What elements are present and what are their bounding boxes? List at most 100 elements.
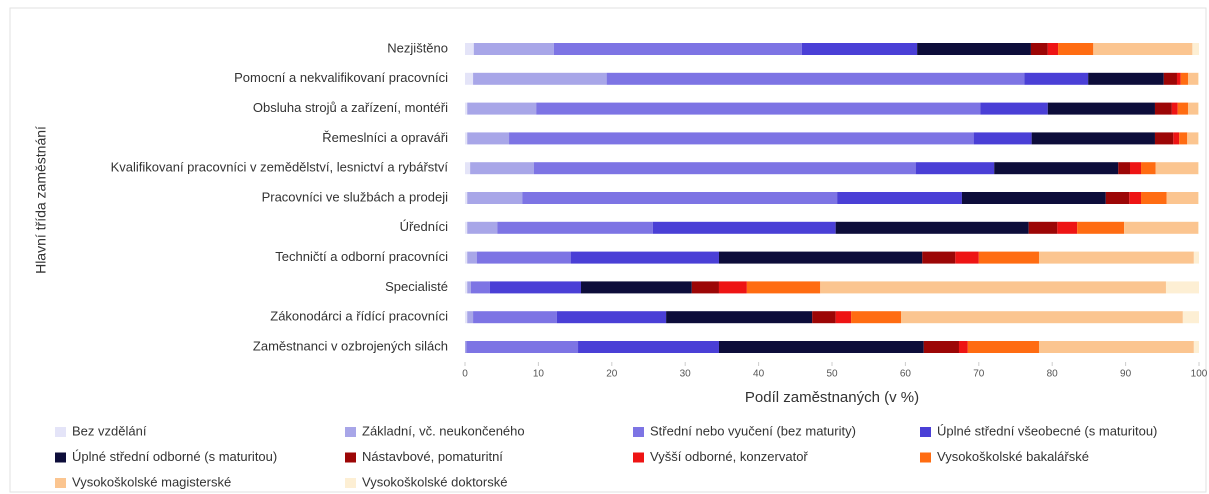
bar-segment bbox=[467, 251, 477, 264]
bar-segment bbox=[465, 192, 468, 204]
legend-swatch bbox=[633, 452, 644, 463]
bar-segment bbox=[465, 281, 468, 294]
bar-segment bbox=[718, 251, 923, 264]
bar-segment bbox=[1141, 162, 1156, 175]
bar-segment bbox=[470, 162, 534, 175]
bar-segment bbox=[522, 192, 838, 204]
legend-label: Úplné střední odborné (s maturitou) bbox=[72, 449, 277, 464]
bar-segment bbox=[465, 251, 468, 264]
legend-label: Vysokoškolské magisterské bbox=[72, 474, 231, 489]
bar-segment bbox=[467, 192, 523, 204]
bar-segment bbox=[1182, 311, 1199, 324]
x-tick-label: 40 bbox=[753, 369, 765, 380]
category-label: Kvalifikovaní pracovníci v zemědělství, … bbox=[111, 160, 449, 175]
legend-label: Vysokoškolské doktorské bbox=[362, 474, 507, 489]
bar-segment bbox=[465, 221, 468, 234]
bar-segment bbox=[1187, 72, 1199, 85]
bar-segment bbox=[1193, 341, 1199, 353]
bar-segment bbox=[1180, 72, 1188, 85]
bar-segment bbox=[1179, 132, 1188, 145]
bar-segment bbox=[1154, 132, 1174, 145]
bar-segment bbox=[473, 311, 557, 324]
bar-segment bbox=[980, 102, 1048, 115]
bar-segment bbox=[465, 341, 467, 353]
legend-swatch bbox=[55, 452, 66, 463]
bar-segment bbox=[666, 311, 813, 324]
x-tick-label: 100 bbox=[1191, 369, 1208, 380]
bar-segment bbox=[553, 43, 802, 55]
category-label: Pomocní a nekvalifikovaní pracovníci bbox=[234, 70, 448, 85]
bar-segment bbox=[1028, 221, 1058, 234]
bar-segment bbox=[837, 192, 962, 204]
legend-label: Nástavbové, pomaturitní bbox=[362, 449, 503, 464]
bar-segment bbox=[1129, 192, 1142, 204]
bar-segment bbox=[497, 221, 653, 234]
legend-label: Střední nebo vyučení (bez maturity) bbox=[650, 423, 856, 438]
x-tick-label: 10 bbox=[533, 369, 545, 380]
bar-segment bbox=[578, 341, 719, 353]
legend-label: Bez vzdělání bbox=[72, 423, 147, 438]
bar-segment bbox=[1058, 43, 1094, 55]
legend-swatch bbox=[920, 452, 931, 463]
bar-segment bbox=[1024, 72, 1089, 85]
bar-segment bbox=[1141, 192, 1167, 204]
bar-segment bbox=[465, 43, 474, 55]
bar-segment bbox=[509, 132, 974, 145]
x-tick-label: 30 bbox=[680, 369, 692, 380]
x-tick-label: 20 bbox=[606, 369, 618, 380]
legend-swatch bbox=[345, 427, 356, 437]
bar-segment bbox=[923, 341, 959, 353]
bar-segment bbox=[1124, 221, 1199, 234]
bar-segment bbox=[1193, 251, 1199, 264]
legend-label: Vyšší odborné, konzervatoř bbox=[650, 449, 808, 464]
bar-segment bbox=[978, 251, 1039, 264]
bar-segment bbox=[973, 132, 1032, 145]
bar-segment bbox=[1030, 43, 1048, 55]
x-tick-label: 80 bbox=[1047, 369, 1059, 380]
bar-segment bbox=[533, 162, 916, 175]
category-label: Nezjištěno bbox=[387, 40, 448, 55]
bar-segment bbox=[961, 192, 1106, 204]
bar-segment bbox=[917, 43, 1031, 55]
bar-segment bbox=[801, 43, 918, 55]
bar-segment bbox=[1187, 102, 1199, 115]
frame bbox=[9, 7, 1207, 493]
legend-swatch bbox=[345, 452, 356, 463]
bar-segment bbox=[476, 251, 571, 264]
bar-segment bbox=[1130, 162, 1142, 175]
legend-label: Úplné střední všeobecné (s maturitou) bbox=[937, 423, 1157, 438]
legend-label: Základní, vč. neukončeného bbox=[362, 423, 525, 438]
bar-segment bbox=[1171, 102, 1178, 115]
bar-segment bbox=[746, 281, 821, 294]
category-label: Zaměstnanci v ozbrojených silách bbox=[253, 338, 448, 353]
category-label: Úředníci bbox=[400, 219, 449, 234]
bar-segment bbox=[466, 341, 579, 353]
x-axis-title: Podíl zaměstnaných (v %) bbox=[745, 389, 919, 406]
category-label: Obsluha strojů a zařízení, montéři bbox=[253, 100, 448, 115]
x-tick-label: 70 bbox=[973, 369, 985, 380]
bar-segment bbox=[1038, 251, 1194, 264]
bar-segment bbox=[606, 72, 1025, 85]
bar-segment bbox=[1198, 221, 1199, 234]
bar-segment bbox=[580, 281, 692, 294]
bar-segment bbox=[473, 72, 607, 85]
bar-segment bbox=[835, 311, 852, 324]
bar-segment bbox=[652, 221, 836, 234]
bar-segment bbox=[820, 281, 1166, 294]
bar-segment bbox=[915, 162, 995, 175]
bar-segment bbox=[465, 311, 468, 324]
bar-segment bbox=[1166, 192, 1199, 204]
bar-segment bbox=[718, 341, 924, 353]
x-tick-label: 90 bbox=[1120, 369, 1132, 380]
x-tick-label: 0 bbox=[462, 369, 468, 380]
bar-segment bbox=[1047, 102, 1155, 115]
bar-segment bbox=[570, 251, 719, 264]
category-label: Specialisté bbox=[385, 279, 448, 294]
bar-segment bbox=[467, 281, 471, 294]
bar-segment bbox=[1105, 192, 1130, 204]
bar-segment bbox=[900, 311, 1183, 324]
bar-segment bbox=[958, 341, 968, 353]
legend-swatch bbox=[55, 427, 66, 437]
bar-segment bbox=[489, 281, 581, 294]
